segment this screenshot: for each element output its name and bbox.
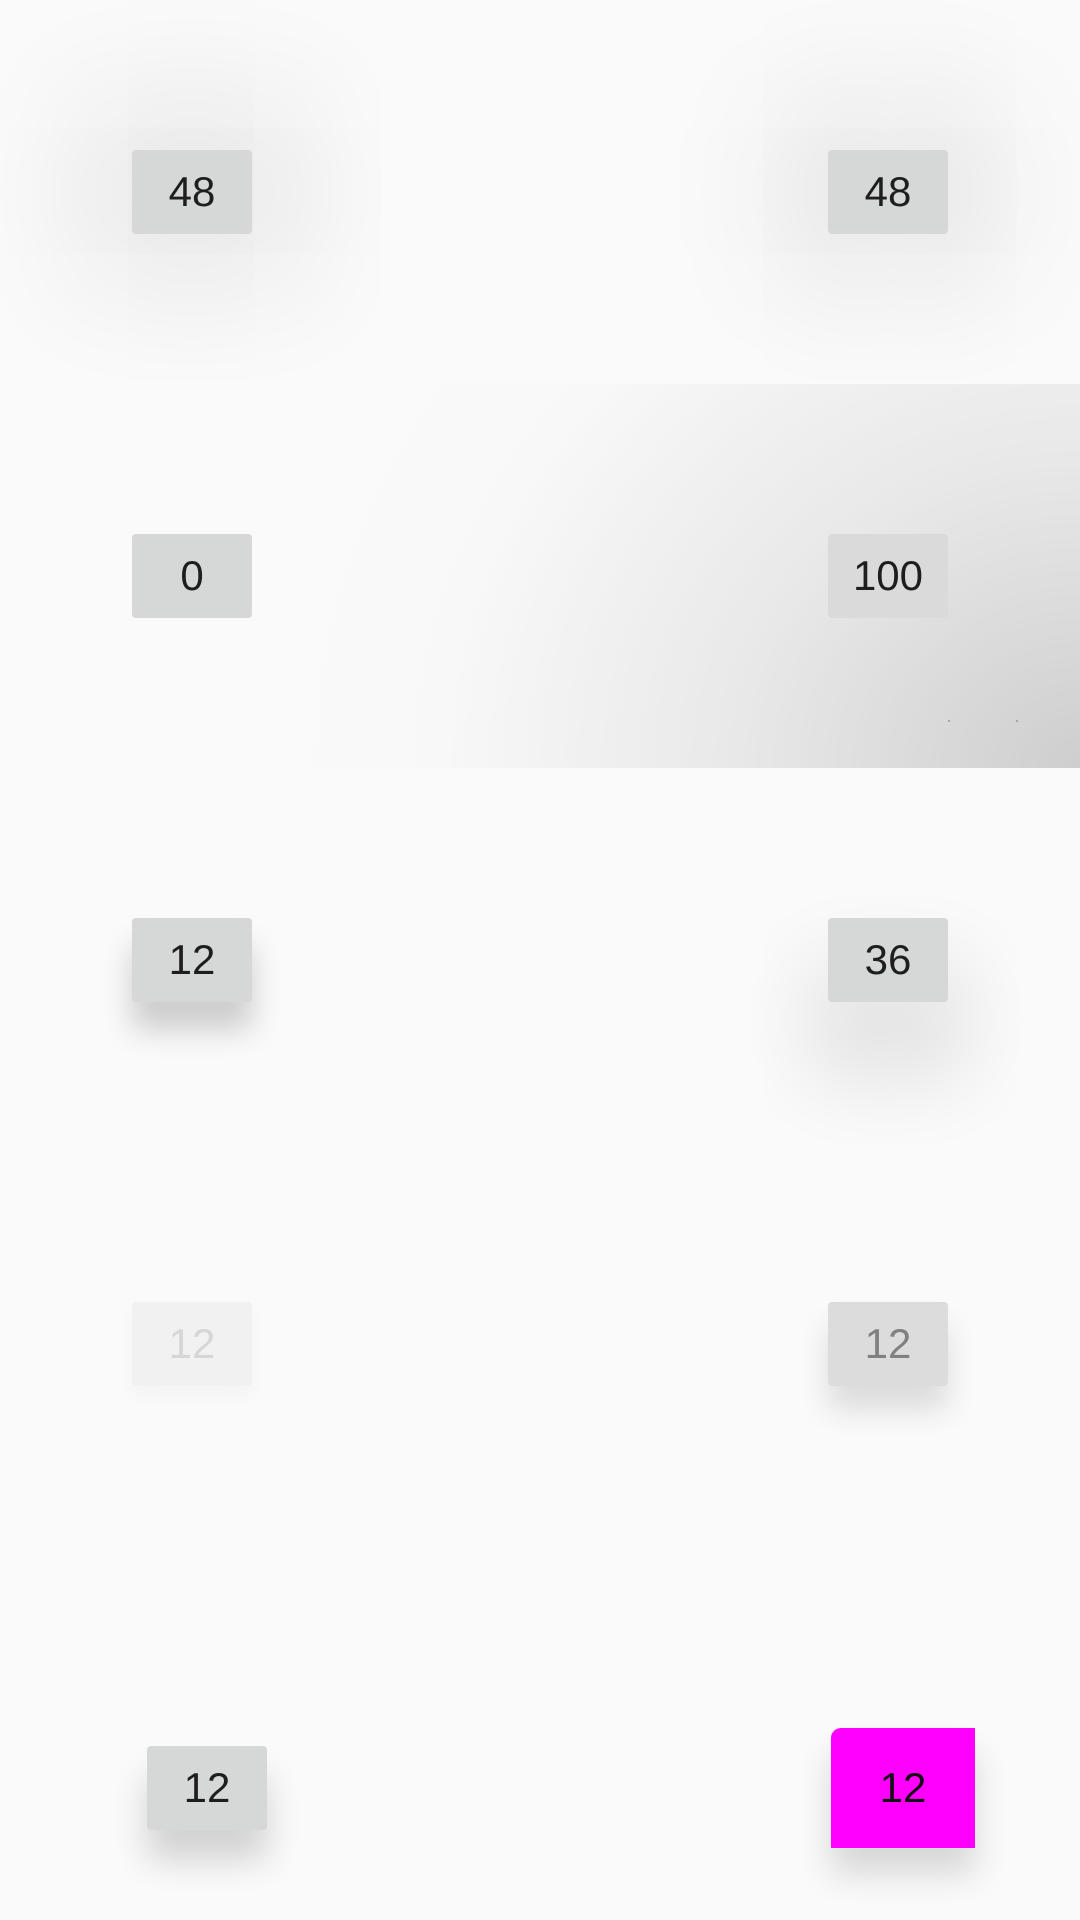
elevation-row-2: 0 100: [0, 384, 1080, 768]
artifact-dot: [948, 720, 950, 722]
elevation-button-12-offset[interactable]: 12: [147, 1746, 267, 1830]
elevation-button-12-left[interactable]: 12: [132, 918, 252, 1002]
elevation-button-48-left[interactable]: 48: [132, 150, 252, 234]
artifact-dot: [1016, 720, 1018, 722]
elevation-row-5: 12 12: [0, 1536, 1080, 1920]
elevation-row-1: 48 48: [0, 0, 1080, 384]
disabled-button-12[interactable]: 12: [132, 1302, 252, 1386]
elevation-button-0[interactable]: 0: [132, 534, 252, 618]
elevation-button-48-right[interactable]: 48: [828, 150, 948, 234]
elevation-button-36[interactable]: 36: [828, 918, 948, 1002]
elevation-row-4: 12 12: [0, 1152, 1080, 1536]
elevation-row-3: 12 36: [0, 768, 1080, 1152]
magenta-button-12[interactable]: 12: [831, 1728, 975, 1848]
elevation-button-100[interactable]: 100: [828, 534, 948, 618]
semi-disabled-button-12[interactable]: 12: [828, 1302, 948, 1386]
